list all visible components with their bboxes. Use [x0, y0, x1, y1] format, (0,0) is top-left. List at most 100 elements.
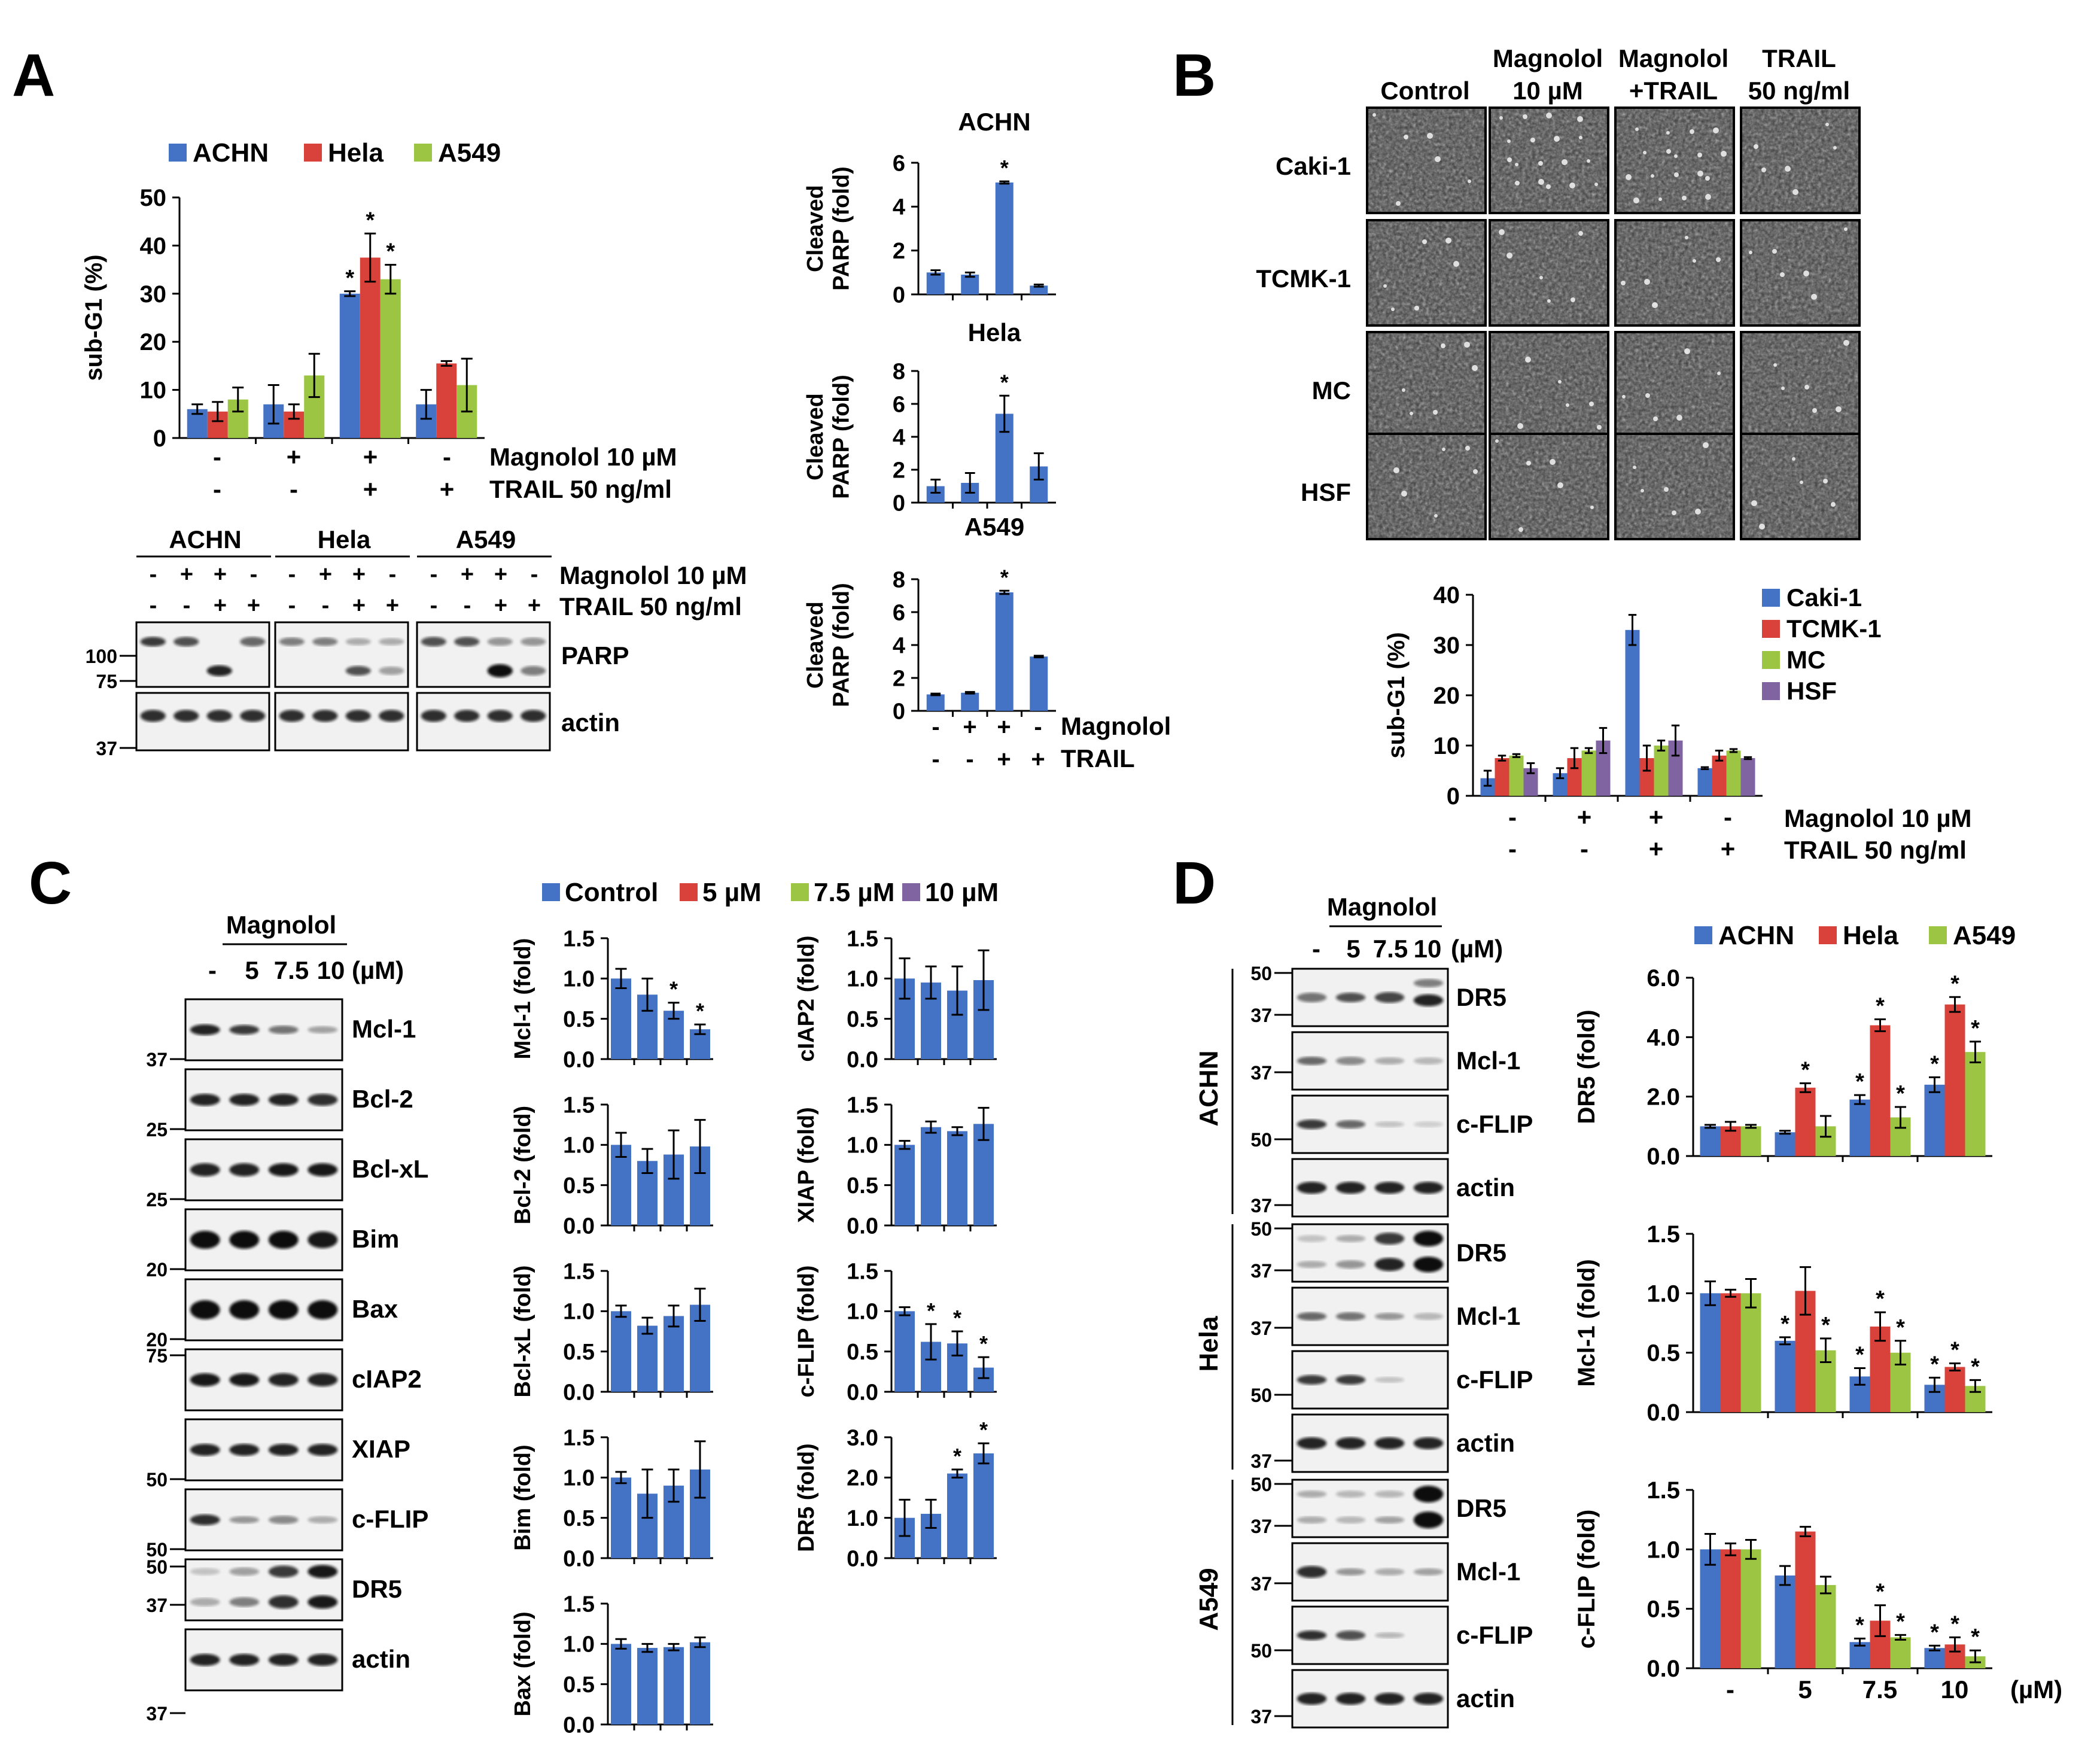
bar-c-FLIP: [894, 1311, 915, 1392]
y-tick-label: 4.0: [1646, 1024, 1680, 1051]
micrograph-Caki-1-2: [1614, 107, 1735, 214]
mw-marker: 37: [96, 738, 117, 759]
band: [1335, 1235, 1366, 1242]
blot-sign: -: [430, 562, 438, 587]
band: [1374, 992, 1405, 1003]
band: [308, 1300, 338, 1319]
significance-star: *: [1950, 1611, 1959, 1637]
cell: [1517, 423, 1523, 429]
band: [1296, 1182, 1327, 1194]
bar-A549: [1965, 1052, 1986, 1156]
band: [229, 1567, 260, 1576]
significance-star: *: [979, 1331, 988, 1356]
condition-label: TRAIL: [1061, 744, 1135, 772]
y-axis-label: Mcl-1 (fold): [1574, 1259, 1600, 1386]
y-tick-label: 0: [893, 699, 905, 724]
band: [229, 1373, 260, 1386]
band: [1374, 1516, 1405, 1524]
blot-sign: -: [288, 562, 296, 587]
band: [1413, 1437, 1444, 1449]
micrograph-texture: [1368, 333, 1484, 436]
chart-D-Mcl-1: 0.0 0.5 1.0 1.5 * * * * * * * * Mcl-1 (fold): [1574, 1221, 1992, 1426]
mw-marker: 100: [86, 646, 117, 667]
condition-sign: -: [1508, 803, 1517, 831]
micrograph-row-label: TCMK-1: [1256, 264, 1351, 293]
significance-star: *: [1781, 1312, 1789, 1337]
dose-label: 5: [245, 956, 258, 984]
blot-C-Bim: [184, 1208, 343, 1272]
cell: [1396, 201, 1401, 206]
band-label: DR5: [1456, 983, 1506, 1011]
cell: [1633, 466, 1636, 469]
dose-label: 10: [317, 956, 345, 984]
band: [1335, 1491, 1366, 1498]
band: [206, 665, 232, 676]
y-tick-label: 30: [140, 281, 167, 308]
significance-star: *: [1896, 1315, 1905, 1340]
blot-sign: +: [352, 593, 366, 618]
micrograph-texture: [1617, 109, 1733, 212]
bar-Hela: [1944, 1004, 1965, 1156]
bar-Bcl-xL: [611, 1311, 631, 1392]
band: [229, 1654, 260, 1666]
y-axis-label: Cleaved: [803, 185, 828, 272]
cell: [1803, 270, 1809, 276]
significance-star: *: [979, 1418, 988, 1442]
cell-line-label: A549: [1194, 1568, 1224, 1631]
mw-marker: 50: [1250, 963, 1272, 984]
cell: [1441, 343, 1445, 348]
y-tick-label: 6: [893, 392, 905, 417]
condition-sign: -: [290, 475, 298, 503]
bar-MC: [1654, 746, 1669, 796]
significance-star: *: [1930, 1051, 1939, 1076]
legend-label: ACHN: [193, 138, 269, 168]
y-axis-label: sub-G1 (%): [1383, 632, 1410, 758]
micrograph-HSF-2: [1614, 433, 1735, 540]
band: [190, 1163, 220, 1176]
y-tick-label: 2: [893, 239, 905, 264]
cell: [1811, 294, 1817, 300]
cell: [1713, 127, 1719, 133]
cell: [1633, 197, 1639, 203]
cell: [1658, 197, 1662, 201]
band: [1374, 1057, 1405, 1064]
legend-swatch: [414, 144, 432, 162]
y-tick-label: 0.0: [563, 1713, 595, 1738]
band: [308, 1565, 338, 1578]
band: [229, 1231, 260, 1249]
condition-sign: -: [1034, 714, 1042, 740]
band-label: actin: [561, 708, 620, 737]
band-label: Bim: [352, 1225, 399, 1253]
condition-sign: +: [363, 475, 378, 503]
band: [1374, 1258, 1405, 1272]
cell: [1372, 113, 1376, 117]
band: [487, 637, 513, 646]
blot-PARP-ACHN: [135, 621, 270, 688]
y-tick-label: 0.5: [847, 1340, 878, 1365]
cell: [1761, 168, 1766, 172]
band-label: actin: [1456, 1173, 1515, 1202]
band: [1296, 1057, 1327, 1065]
legend-label: A549: [1953, 921, 2016, 950]
chart-C-Bim: 0.0 0.5 1.0 1.5 Bim (fold): [510, 1425, 713, 1571]
y-tick-label: 0.5: [563, 1340, 595, 1365]
cell: [1772, 249, 1777, 254]
band: [312, 637, 338, 646]
y-tick-label: 2: [893, 458, 905, 483]
bar-ACHN: [1700, 1549, 1721, 1668]
blot-sign: -: [389, 562, 397, 587]
panel-label-B: B: [1173, 42, 1216, 109]
blot-C-Bcl-xL: [184, 1138, 343, 1202]
y-tick-label: 0.0: [1646, 1143, 1680, 1170]
significance-star: *: [1876, 1580, 1885, 1605]
significance-star: *: [927, 1298, 935, 1323]
cell: [1773, 363, 1777, 367]
band: [268, 1026, 299, 1034]
bar-Hela: [1944, 1367, 1965, 1412]
legend-label: HSF: [1786, 677, 1837, 705]
bar-Bax: [611, 1644, 631, 1724]
micrograph-texture: [1742, 221, 1858, 324]
band: [1296, 1631, 1327, 1640]
band: [1413, 1121, 1444, 1127]
cell: [1644, 279, 1650, 285]
